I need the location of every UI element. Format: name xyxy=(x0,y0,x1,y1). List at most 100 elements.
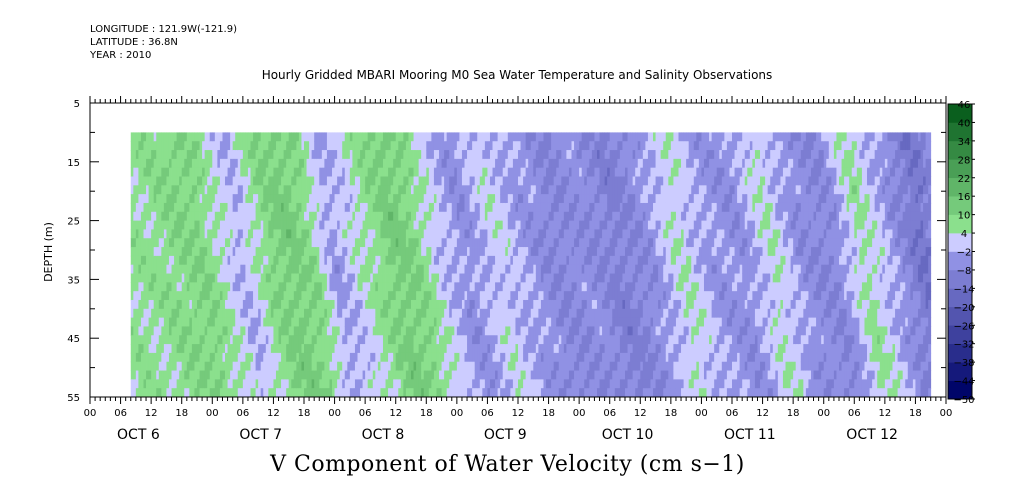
heatmap-cell xyxy=(416,167,420,177)
heatmap-cell xyxy=(393,202,397,213)
heatmap-cell xyxy=(337,220,341,230)
heatmap-cell xyxy=(171,344,175,354)
heatmap-cell xyxy=(540,317,544,327)
heatmap-cell xyxy=(408,150,412,160)
heatmap-cell xyxy=(400,255,404,266)
heatmap-cell xyxy=(505,255,509,266)
heatmap-cell xyxy=(281,185,285,195)
heatmap-cell xyxy=(500,211,504,221)
heatmap-cell xyxy=(479,150,483,160)
heatmap-cell xyxy=(260,229,264,239)
heatmap-cell xyxy=(253,344,256,354)
heatmap-cell xyxy=(326,299,330,310)
heatmap-cell xyxy=(451,194,455,204)
heatmap-cell xyxy=(426,141,430,151)
heatmap-cell xyxy=(446,176,450,186)
heatmap-cell xyxy=(372,202,376,213)
heatmap-cell xyxy=(304,185,307,195)
heatmap-cell xyxy=(444,273,448,283)
heatmap-cell xyxy=(467,132,470,142)
heatmap-cell xyxy=(403,211,407,221)
heatmap-cell xyxy=(278,317,282,327)
heatmap-cell xyxy=(148,132,152,142)
heatmap-cell xyxy=(367,202,371,213)
heatmap-cell xyxy=(400,247,404,257)
heatmap-cell xyxy=(319,220,323,230)
heatmap-cell xyxy=(548,308,552,319)
heatmap-cell xyxy=(181,176,185,186)
heatmap-cell xyxy=(367,247,371,257)
heatmap-cell xyxy=(291,220,295,230)
heatmap-cell xyxy=(507,335,511,345)
heatmap-cell xyxy=(418,247,422,257)
heatmap-cell xyxy=(349,282,353,292)
heatmap-cell xyxy=(189,388,193,398)
heatmap-cell xyxy=(357,211,361,221)
heatmap-cell xyxy=(255,238,259,248)
heatmap-cell xyxy=(520,299,524,310)
heatmap-cell xyxy=(528,379,532,389)
heatmap-cell xyxy=(451,352,455,363)
heatmap-cell xyxy=(326,264,330,274)
heatmap-cell xyxy=(492,132,496,142)
heatmap-cell xyxy=(158,308,162,319)
heatmap-cell xyxy=(153,158,157,169)
heatmap-cell xyxy=(538,247,542,257)
heatmap-cell xyxy=(461,255,465,266)
heatmap-cell xyxy=(202,388,206,398)
heatmap-cell xyxy=(370,335,374,345)
heatmap-cell xyxy=(461,370,465,380)
heatmap-cell xyxy=(451,361,455,371)
heatmap-cell xyxy=(166,229,170,239)
heatmap-cell xyxy=(354,167,358,177)
heatmap-cell xyxy=(372,185,376,195)
heatmap-cell xyxy=(197,150,200,160)
heatmap-cell xyxy=(204,299,208,310)
heatmap-cell xyxy=(212,194,216,204)
heatmap-cell xyxy=(403,238,407,248)
heatmap-cell xyxy=(497,194,501,204)
heatmap-cell xyxy=(191,220,195,230)
heatmap-cell xyxy=(286,202,290,213)
heatmap-cell xyxy=(176,185,180,195)
heatmap-cell xyxy=(474,229,478,239)
heatmap-cell xyxy=(477,132,481,142)
heatmap-cell xyxy=(370,158,374,169)
heatmap-cell xyxy=(288,264,292,274)
heatmap-cell xyxy=(161,229,165,239)
heatmap-cell xyxy=(426,361,430,371)
heatmap-cell xyxy=(140,238,144,248)
heatmap-cell xyxy=(495,361,499,371)
heatmap-cell xyxy=(207,370,211,380)
heatmap-cell xyxy=(179,158,183,169)
heatmap-cell xyxy=(421,238,425,248)
heatmap-cell xyxy=(500,370,504,380)
heatmap-cell xyxy=(365,238,369,248)
heatmap-cell xyxy=(265,379,269,389)
heatmap-cell xyxy=(158,379,162,389)
heatmap-cell xyxy=(390,229,394,239)
heatmap-cell xyxy=(207,141,211,151)
heatmap-cell xyxy=(474,150,478,160)
heatmap-cell xyxy=(395,317,399,327)
heatmap-cell xyxy=(347,255,351,266)
heatmap-cell xyxy=(349,238,353,248)
heatmap-cell xyxy=(130,370,134,380)
heatmap-cell xyxy=(324,317,328,327)
heatmap-cell xyxy=(174,264,178,274)
heatmap-cell xyxy=(365,352,369,363)
heatmap-cell xyxy=(423,352,427,363)
heatmap-cell xyxy=(324,194,328,204)
heatmap-cell xyxy=(344,185,348,195)
heatmap-cell xyxy=(523,370,527,380)
heatmap-cell xyxy=(309,299,313,310)
heatmap-cell xyxy=(194,264,198,274)
heatmap-cell xyxy=(347,344,351,354)
heatmap-cell xyxy=(495,238,499,248)
heatmap-cell xyxy=(342,176,346,186)
heatmap-cell xyxy=(456,229,460,239)
heatmap-cell xyxy=(388,202,392,213)
heatmap-cell xyxy=(217,352,221,363)
heatmap-cell xyxy=(408,211,412,221)
heatmap-cell xyxy=(146,379,149,389)
